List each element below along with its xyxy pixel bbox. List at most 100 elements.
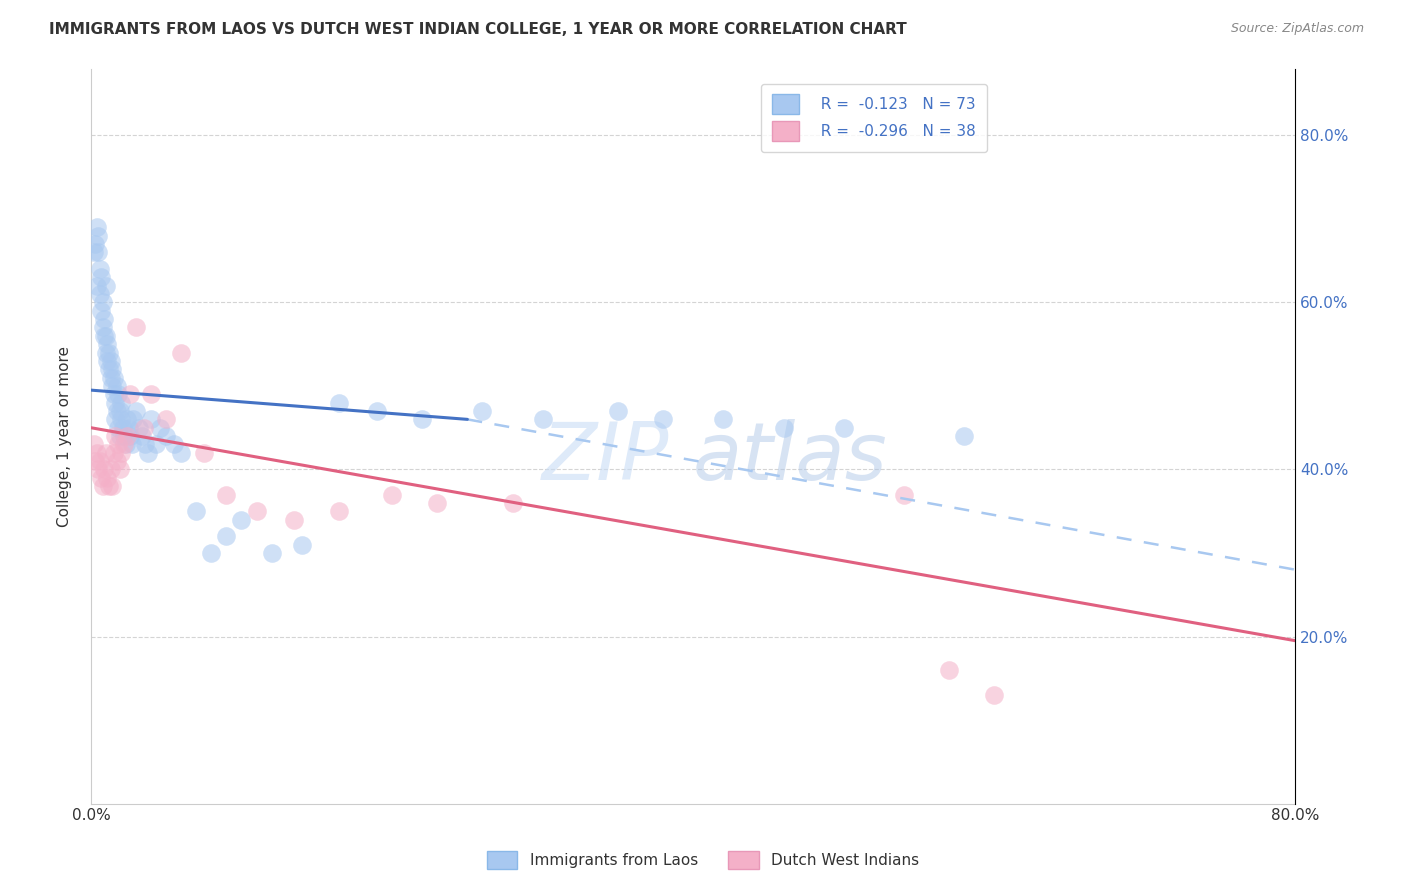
Point <box>107 437 129 451</box>
Point <box>170 345 193 359</box>
Point <box>141 412 163 426</box>
Point <box>110 412 132 426</box>
Legend:   R =  -0.123   N = 73,   R =  -0.296   N = 38: R = -0.123 N = 73, R = -0.296 N = 38 <box>761 84 987 152</box>
Point <box>86 446 108 460</box>
Point <box>83 437 105 451</box>
Point <box>94 446 117 460</box>
Point <box>125 320 148 334</box>
Point <box>711 412 734 426</box>
Point <box>93 328 115 343</box>
Point <box>200 546 222 560</box>
Point <box>193 446 215 460</box>
Point <box>141 387 163 401</box>
Point <box>108 404 131 418</box>
Point <box>101 479 124 493</box>
Point <box>155 429 177 443</box>
Point <box>366 404 388 418</box>
Point <box>104 395 127 409</box>
Point <box>104 412 127 426</box>
Legend: Immigrants from Laos, Dutch West Indians: Immigrants from Laos, Dutch West Indians <box>481 845 925 875</box>
Point <box>125 404 148 418</box>
Point <box>215 487 238 501</box>
Point <box>96 354 118 368</box>
Point <box>91 295 114 310</box>
Point <box>103 370 125 384</box>
Point <box>98 345 121 359</box>
Point <box>502 496 524 510</box>
Point <box>87 462 110 476</box>
Point <box>87 228 110 243</box>
Point <box>120 387 142 401</box>
Point <box>94 345 117 359</box>
Point <box>104 429 127 443</box>
Point <box>107 387 129 401</box>
Point <box>471 404 494 418</box>
Point <box>231 513 253 527</box>
Point <box>832 421 855 435</box>
Text: ZIP: ZIP <box>541 419 669 497</box>
Point <box>108 429 131 443</box>
Point <box>115 429 138 443</box>
Point <box>90 471 112 485</box>
Point <box>283 513 305 527</box>
Point <box>245 504 267 518</box>
Point <box>328 504 350 518</box>
Point <box>100 354 122 368</box>
Point <box>260 546 283 560</box>
Point <box>134 437 156 451</box>
Point <box>606 404 628 418</box>
Point <box>117 421 139 435</box>
Point <box>105 404 128 418</box>
Point <box>426 496 449 510</box>
Point <box>155 412 177 426</box>
Point <box>953 429 976 443</box>
Point <box>115 412 138 426</box>
Point <box>128 421 150 435</box>
Point <box>84 454 107 468</box>
Point <box>110 446 132 460</box>
Point <box>121 437 143 451</box>
Point <box>91 479 114 493</box>
Point <box>149 421 172 435</box>
Point <box>90 303 112 318</box>
Point <box>89 262 111 277</box>
Point <box>91 320 114 334</box>
Point <box>112 437 135 451</box>
Point <box>163 437 186 451</box>
Point <box>531 412 554 426</box>
Point <box>893 487 915 501</box>
Point <box>136 446 159 460</box>
Point <box>328 395 350 409</box>
Point <box>291 538 314 552</box>
Text: Source: ZipAtlas.com: Source: ZipAtlas.com <box>1230 22 1364 36</box>
Point <box>86 278 108 293</box>
Point <box>114 437 136 451</box>
Text: IMMIGRANTS FROM LAOS VS DUTCH WEST INDIAN COLLEGE, 1 YEAR OR MORE CORRELATION CH: IMMIGRANTS FROM LAOS VS DUTCH WEST INDIA… <box>49 22 907 37</box>
Point <box>381 487 404 501</box>
Point <box>96 471 118 485</box>
Point <box>94 278 117 293</box>
Point <box>107 421 129 435</box>
Point <box>103 387 125 401</box>
Point <box>84 236 107 251</box>
Point <box>89 287 111 301</box>
Point <box>93 312 115 326</box>
Point <box>131 429 153 443</box>
Point <box>101 362 124 376</box>
Point <box>100 462 122 476</box>
Point <box>90 270 112 285</box>
Point <box>652 412 675 426</box>
Point <box>215 529 238 543</box>
Point <box>772 421 794 435</box>
Point <box>108 462 131 476</box>
Point <box>145 437 167 451</box>
Point <box>105 454 128 468</box>
Text: atlas: atlas <box>693 419 889 497</box>
Y-axis label: College, 1 year or more: College, 1 year or more <box>58 345 72 526</box>
Point <box>98 479 121 493</box>
Point <box>170 446 193 460</box>
Point <box>89 454 111 468</box>
Point <box>110 395 132 409</box>
Point <box>111 421 134 435</box>
Point <box>83 245 105 260</box>
